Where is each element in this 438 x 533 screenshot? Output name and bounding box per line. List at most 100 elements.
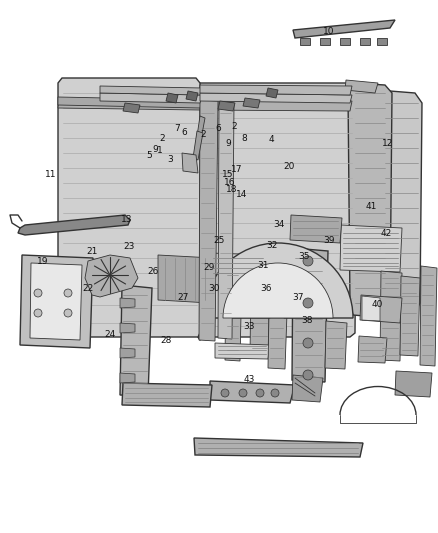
Text: 20: 20 (283, 162, 295, 171)
Text: 36: 36 (261, 285, 272, 293)
Text: 15: 15 (222, 171, 233, 179)
Polygon shape (58, 78, 200, 340)
Polygon shape (381, 91, 422, 313)
Text: 11: 11 (45, 171, 56, 179)
Text: 2: 2 (201, 130, 206, 139)
Text: 41: 41 (366, 203, 377, 211)
Text: 2: 2 (159, 134, 165, 143)
Text: 6: 6 (215, 125, 221, 133)
Text: 24: 24 (104, 330, 115, 339)
Circle shape (271, 389, 279, 397)
Polygon shape (348, 83, 392, 318)
Polygon shape (58, 99, 202, 110)
Polygon shape (358, 336, 387, 363)
Polygon shape (30, 263, 82, 340)
Polygon shape (200, 100, 352, 111)
Circle shape (303, 338, 313, 348)
Circle shape (64, 309, 72, 317)
Polygon shape (215, 343, 270, 359)
Text: 29: 29 (204, 263, 215, 272)
Text: 18: 18 (226, 185, 238, 193)
Polygon shape (377, 38, 387, 45)
Text: 23: 23 (124, 242, 135, 251)
Polygon shape (18, 215, 130, 235)
Polygon shape (200, 93, 352, 103)
Polygon shape (193, 131, 203, 160)
Polygon shape (123, 103, 140, 113)
Polygon shape (292, 248, 328, 382)
Wedge shape (203, 243, 353, 318)
Text: 42: 42 (381, 229, 392, 238)
Polygon shape (218, 101, 234, 339)
Polygon shape (120, 323, 135, 333)
Polygon shape (420, 266, 437, 366)
Text: 8: 8 (241, 134, 247, 143)
Text: 25: 25 (213, 237, 225, 245)
Polygon shape (243, 98, 260, 108)
Polygon shape (290, 215, 342, 243)
Circle shape (221, 389, 229, 397)
Polygon shape (166, 93, 178, 103)
Polygon shape (120, 298, 135, 308)
Polygon shape (58, 97, 202, 108)
Text: 12: 12 (382, 140, 393, 148)
Circle shape (303, 298, 313, 308)
Polygon shape (360, 38, 370, 45)
Text: 7: 7 (174, 125, 180, 133)
Circle shape (34, 309, 42, 317)
Text: 14: 14 (236, 190, 247, 199)
Polygon shape (266, 88, 278, 98)
Circle shape (239, 389, 247, 397)
Text: 3: 3 (167, 156, 173, 164)
Polygon shape (100, 86, 202, 95)
Polygon shape (196, 116, 205, 145)
Polygon shape (320, 38, 330, 45)
Text: 13: 13 (121, 215, 133, 224)
Text: 9: 9 (152, 145, 159, 154)
Polygon shape (293, 20, 395, 38)
Circle shape (256, 389, 264, 397)
Text: 30: 30 (208, 285, 219, 293)
Text: 40: 40 (372, 301, 383, 309)
Polygon shape (340, 38, 350, 45)
Polygon shape (345, 80, 378, 93)
Text: 4: 4 (269, 135, 274, 144)
Polygon shape (210, 253, 267, 277)
Text: 33: 33 (243, 322, 254, 330)
Polygon shape (218, 101, 235, 111)
Text: 26: 26 (148, 268, 159, 276)
Polygon shape (292, 375, 323, 402)
Text: 31: 31 (257, 261, 268, 270)
Polygon shape (199, 100, 218, 341)
Polygon shape (400, 276, 420, 356)
Polygon shape (360, 295, 402, 323)
Text: 19: 19 (37, 257, 49, 265)
Polygon shape (200, 85, 352, 95)
Polygon shape (182, 153, 198, 173)
Polygon shape (120, 285, 152, 396)
Wedge shape (223, 263, 333, 318)
Text: 1: 1 (157, 146, 163, 155)
Polygon shape (158, 255, 213, 303)
Circle shape (303, 370, 313, 380)
Text: 10: 10 (323, 28, 334, 36)
Polygon shape (395, 371, 432, 397)
Polygon shape (210, 381, 295, 403)
Circle shape (303, 256, 313, 266)
Polygon shape (362, 296, 380, 321)
Text: 21: 21 (86, 247, 98, 256)
Text: 35: 35 (299, 253, 310, 261)
Text: 43: 43 (244, 375, 255, 384)
Text: 16: 16 (224, 178, 236, 187)
Text: 34: 34 (274, 221, 285, 229)
Text: 6: 6 (181, 128, 187, 136)
Text: 38: 38 (301, 317, 312, 325)
Polygon shape (225, 266, 242, 361)
Polygon shape (340, 225, 402, 272)
Text: 32: 32 (266, 241, 277, 249)
Text: 28: 28 (161, 336, 172, 344)
Polygon shape (195, 83, 357, 340)
Text: 39: 39 (324, 237, 335, 245)
Polygon shape (194, 438, 363, 457)
Circle shape (64, 289, 72, 297)
